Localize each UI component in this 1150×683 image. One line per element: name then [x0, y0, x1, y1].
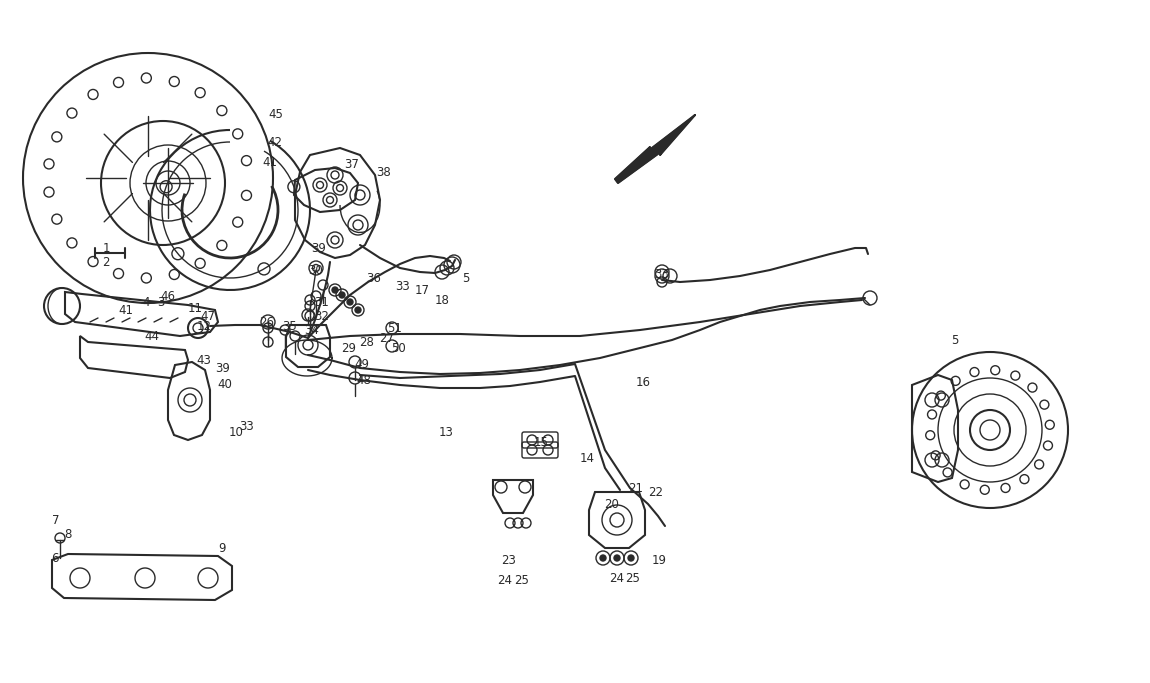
Text: 4: 4 [143, 296, 150, 309]
Text: 33: 33 [396, 279, 411, 292]
Text: 43: 43 [197, 354, 212, 367]
Text: 39: 39 [215, 361, 230, 374]
Text: 12: 12 [197, 320, 212, 333]
Text: 18: 18 [435, 294, 450, 307]
Text: 8: 8 [64, 527, 71, 540]
Text: 24: 24 [498, 574, 513, 587]
Text: 32: 32 [315, 309, 329, 322]
Text: 35: 35 [283, 320, 298, 333]
Text: 27: 27 [380, 331, 394, 344]
Text: 20: 20 [605, 497, 620, 510]
Text: 41: 41 [118, 303, 133, 316]
Text: 50: 50 [391, 342, 406, 354]
Circle shape [628, 555, 634, 561]
Text: 25: 25 [626, 572, 641, 585]
Text: 40: 40 [217, 378, 232, 391]
Circle shape [339, 292, 345, 298]
Text: 14: 14 [580, 451, 595, 464]
Text: 3: 3 [158, 296, 164, 309]
Text: 7: 7 [52, 514, 60, 527]
Text: 33: 33 [239, 419, 254, 432]
Circle shape [347, 299, 353, 305]
Text: 45: 45 [269, 107, 283, 120]
Text: 11: 11 [187, 301, 202, 314]
Circle shape [332, 287, 338, 293]
Text: 49: 49 [354, 357, 369, 370]
Text: 31: 31 [315, 296, 329, 309]
Text: 5: 5 [951, 333, 959, 346]
Text: 2: 2 [102, 255, 109, 268]
Text: 28: 28 [360, 335, 375, 348]
Text: 51: 51 [388, 322, 402, 335]
Text: 42: 42 [268, 135, 283, 148]
Text: 41: 41 [262, 156, 277, 169]
Text: 10: 10 [229, 426, 244, 438]
Text: 30: 30 [308, 264, 323, 277]
Text: 47: 47 [200, 309, 215, 322]
Text: 44: 44 [145, 329, 160, 342]
Text: 17: 17 [414, 283, 429, 296]
Text: 15: 15 [534, 436, 549, 449]
Text: 23: 23 [501, 553, 516, 566]
Text: 36: 36 [367, 272, 382, 285]
Text: 13: 13 [438, 426, 453, 438]
Text: 1: 1 [102, 242, 109, 255]
Circle shape [614, 555, 620, 561]
Polygon shape [615, 115, 695, 183]
Text: 5: 5 [462, 272, 469, 285]
Text: 33: 33 [654, 268, 669, 281]
Text: 39: 39 [312, 242, 327, 255]
Text: 48: 48 [356, 374, 371, 387]
Text: 16: 16 [636, 376, 651, 389]
Text: 22: 22 [649, 486, 664, 499]
Text: 19: 19 [652, 553, 667, 566]
Text: 25: 25 [514, 574, 529, 587]
Text: 21: 21 [629, 482, 644, 494]
Text: 9: 9 [218, 542, 225, 555]
Text: 29: 29 [342, 342, 356, 354]
Text: 38: 38 [377, 165, 391, 178]
Circle shape [355, 307, 361, 313]
Text: 26: 26 [260, 316, 275, 329]
Text: 46: 46 [161, 290, 176, 303]
Circle shape [600, 555, 606, 561]
Text: 34: 34 [305, 324, 320, 337]
Text: 24: 24 [610, 572, 624, 585]
Text: 37: 37 [345, 158, 360, 171]
Text: 6: 6 [52, 551, 59, 565]
